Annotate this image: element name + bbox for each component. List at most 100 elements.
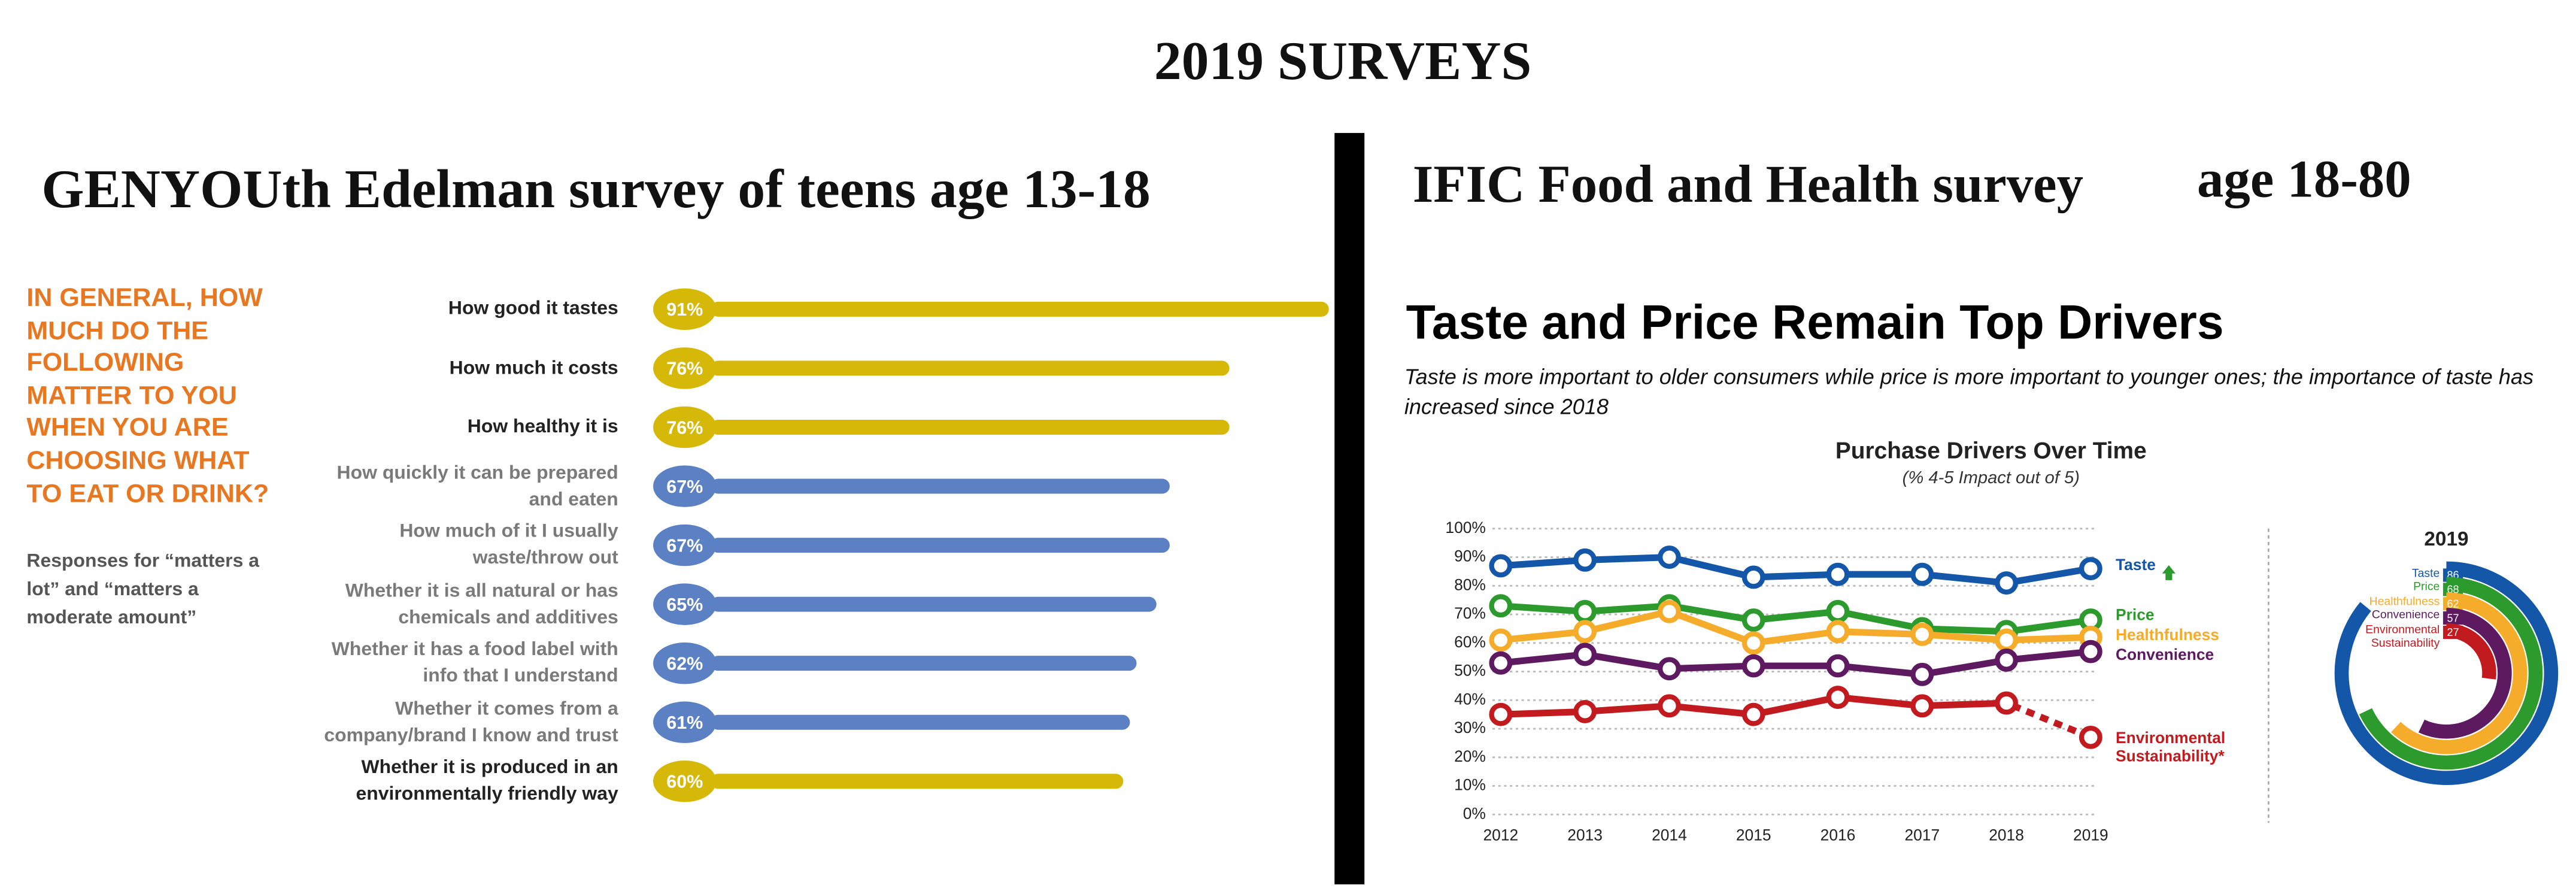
category-label: Whether it is all natural or has chemica… — [345, 581, 618, 628]
point — [1995, 691, 2019, 715]
x-tick-label: 2013 — [1567, 826, 1603, 844]
category-label-box: Whether it is all natural or has chemica… — [345, 581, 618, 628]
point — [1910, 662, 1934, 686]
radial-label: Taste — [2411, 568, 2440, 580]
point — [1910, 562, 1934, 586]
value-box — [2443, 625, 2463, 640]
value-badge — [653, 583, 717, 625]
chart-title: Taste and Price Remain Top Drivers — [1406, 295, 2224, 349]
point — [1995, 648, 2019, 672]
category-label-box: How quickly it can be prepared and eaten — [336, 463, 618, 510]
radial-label-box: Taste — [2411, 568, 2440, 580]
radial-label-box: Convenience — [2372, 611, 2440, 622]
value-label: 61% — [666, 713, 703, 733]
point — [1826, 686, 1850, 709]
point — [1657, 657, 1681, 681]
y-tick-label: 70% — [1454, 604, 1486, 622]
point — [1573, 548, 1597, 572]
legend-label-box: Healthfulness — [2116, 628, 2219, 645]
point — [1995, 571, 2019, 595]
radial-label-box: Environmental Sustainability — [2365, 625, 2440, 651]
value-label: 60% — [666, 772, 703, 792]
category-label: How quickly it can be prepared and eaten — [336, 463, 618, 510]
y-tick-label: 40% — [1454, 690, 1486, 708]
series-line — [1500, 608, 2091, 647]
series-line — [1500, 693, 2092, 741]
x-tick-label: 2017 — [1904, 826, 1940, 844]
y-tick-label: 100% — [1445, 519, 1485, 537]
legend-label: Price — [2116, 608, 2155, 625]
legend-label: Convenience — [2116, 648, 2214, 665]
value-box — [2443, 597, 2463, 611]
divider — [1334, 133, 1365, 884]
radial-label: Healthfulness — [2369, 596, 2440, 608]
legend-label-box: Price — [2116, 608, 2155, 625]
value-badge — [653, 524, 717, 566]
value-box — [2443, 611, 2463, 625]
category-label-box: How good it tastes — [448, 299, 618, 320]
point — [1657, 545, 1681, 569]
point — [1573, 699, 1597, 723]
category-label: How healthy it is — [467, 417, 618, 438]
note-box: Responses for “matters a lot” and “matte… — [26, 552, 259, 629]
y-tick-label: 80% — [1454, 575, 1486, 593]
value-badge — [653, 701, 717, 743]
point — [1910, 694, 1934, 718]
category-label-box: Whether it comes from a company/brand I … — [324, 699, 618, 745]
point — [2079, 557, 2102, 581]
value-badge — [653, 760, 717, 802]
x-tick-label: 2014 — [1652, 826, 1687, 844]
question-box: IN GENERAL, HOW MUCH DO THE FOLLOWING MA… — [26, 284, 269, 508]
value-label: 76% — [666, 417, 703, 438]
subtitle: Taste is more important to older consume… — [1404, 363, 2534, 419]
series-line — [1500, 554, 2092, 587]
x-tick-label: 2015 — [1736, 826, 1771, 844]
legend-label-box: Environmental Sustainability* — [2116, 731, 2226, 766]
legend-label: Taste — [2116, 558, 2156, 575]
radial-value: 62 — [2447, 598, 2459, 610]
radial-value: 27 — [2447, 626, 2459, 638]
question: IN GENERAL, HOW MUCH DO THE FOLLOWING MA… — [26, 284, 269, 508]
point — [1910, 623, 1934, 646]
category-label: How good it tastes — [448, 299, 618, 320]
point — [1826, 620, 1850, 644]
legend-label-box: Taste — [2116, 558, 2156, 575]
category-label: Whether it has a food label with info th… — [331, 640, 618, 687]
point — [2079, 725, 2102, 749]
y-tick-label: 90% — [1454, 547, 1486, 565]
right-heading-age: age 18-80 — [2197, 150, 2411, 209]
point — [1489, 628, 1513, 652]
y-tick-label: 50% — [1454, 662, 1486, 680]
x-tick-label: 2018 — [1989, 826, 2024, 844]
plot-title: Purchase Drivers Over Time — [1835, 438, 2147, 463]
value-label: 62% — [666, 654, 703, 674]
legend-label: Environmental Sustainability* — [2116, 731, 2226, 766]
category-label-box: Whether it is produced in an environment… — [356, 758, 618, 805]
left-heading: GENYOUth Edelman survey of teens age 13-… — [41, 158, 1150, 219]
category-label-box: How much of it I usually waste/throw out — [399, 522, 618, 569]
legend-label: Healthfulness — [2116, 628, 2219, 645]
point — [1995, 628, 2019, 652]
point — [1573, 643, 1597, 666]
radial-label-box: Healthfulness — [2369, 596, 2440, 608]
series-line — [1500, 648, 2091, 678]
category-label: How much it costs — [449, 358, 618, 378]
point — [1657, 694, 1681, 718]
value-label: 91% — [666, 299, 703, 320]
category-label-box: How much it costs — [449, 358, 618, 378]
value-badge — [653, 642, 717, 684]
value-label: 67% — [666, 535, 703, 556]
point — [1489, 594, 1513, 618]
point — [1826, 654, 1850, 678]
point — [1573, 599, 1597, 623]
value-badge — [653, 406, 717, 448]
radial-bar — [2418, 608, 2512, 739]
category-label: How much of it I usually waste/throw out — [399, 522, 618, 569]
point — [1573, 620, 1597, 644]
y-tick-label: 30% — [1454, 719, 1486, 737]
point — [1741, 702, 1765, 726]
radial-bar — [2334, 561, 2559, 786]
point — [1826, 562, 1850, 586]
point — [1826, 599, 1850, 623]
